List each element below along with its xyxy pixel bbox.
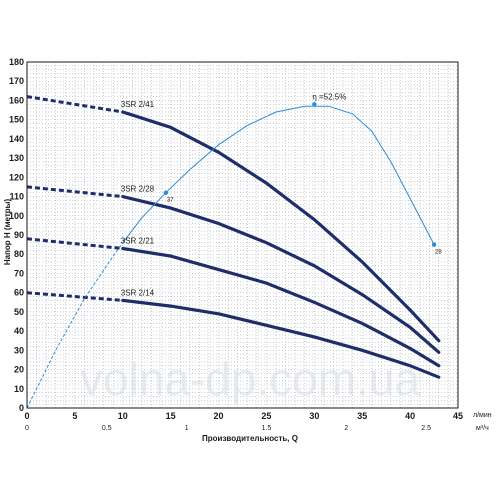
plot-frame	[26, 61, 459, 409]
y-tick-label: 120	[9, 172, 24, 182]
y-tick-label: 140	[9, 134, 24, 144]
watermark-layer: volna-dp.com.ua	[80, 353, 420, 405]
y-tick-label: 130	[9, 153, 24, 163]
x-tick-label: 45	[453, 411, 463, 421]
x-tick-label: 10	[118, 411, 128, 421]
x2-tick-label: 2	[344, 425, 348, 432]
y-tick-label: 80	[14, 249, 24, 259]
efficiency-point	[312, 102, 317, 107]
series-line	[121, 246, 441, 368]
curves-layer	[26, 95, 441, 379]
series-label: 3SR 2/28	[121, 185, 155, 194]
y-tick-label: 110	[9, 192, 24, 202]
x-tick-label: 35	[357, 411, 367, 421]
y-tick-label: 20	[14, 365, 24, 375]
x-tick-label: 25	[261, 411, 271, 421]
x2-tick-label: 0	[25, 425, 29, 432]
watermark-text: volna-dp.com.ua	[80, 353, 420, 405]
efficiency-layer	[26, 102, 437, 409]
y-tick-label: 70	[14, 268, 24, 278]
efficiency-dashed-line	[26, 242, 124, 409]
series-dashed-line	[26, 291, 123, 302]
y-tick-label: 50	[14, 307, 24, 317]
x-tick-label: 40	[405, 411, 415, 421]
efficiency-point-label: 37	[167, 198, 174, 204]
y-tick-label: 60	[14, 288, 24, 298]
y-tick-label: 150	[9, 115, 24, 125]
x2-unit-label: м³/ч	[476, 425, 489, 432]
series-label: 3SR 2/21	[121, 236, 155, 245]
series-line	[121, 195, 441, 354]
series-label: 3SR 2/41	[121, 100, 155, 109]
x2-tick-label: 0.5	[102, 425, 112, 432]
x-axis-title: Производительность, Q	[202, 434, 298, 443]
y-tick-label: 0	[19, 403, 24, 413]
y-tick-label: 160	[9, 95, 24, 105]
axes-layer: 0102030405060708090100110120130140150160…	[9, 57, 463, 432]
y-tick-label: 10	[14, 384, 24, 394]
x-unit-label: л/мин	[473, 412, 492, 419]
x2-tick-label: 2.5	[421, 425, 431, 432]
series-label: 3SR 2/14	[121, 288, 155, 297]
y-tick-label: 100	[9, 211, 24, 221]
efficiency-point	[431, 242, 437, 247]
x-tick-label: 15	[166, 411, 176, 421]
x-tick-label: 20	[214, 411, 224, 421]
labels-layer: 3SR 2/41 3SR 2/28 3SR 2/21 3SR 2/14 37 η =52.…	[121, 92, 443, 297]
x2-tick-label: 1	[185, 425, 189, 432]
series-dashed-line	[26, 237, 123, 250]
y-tick-label: 30	[14, 345, 24, 355]
series-line	[121, 110, 441, 343]
y-tick-label: 170	[9, 76, 24, 86]
y-tick-label: 40	[14, 326, 24, 336]
y-tick-label: 180	[9, 57, 24, 67]
x-tick-label: 5	[72, 411, 77, 421]
y-axis-title: Напор Н (метры)	[3, 199, 12, 266]
x-tick-label: 30	[309, 411, 319, 421]
y-tick-label: 90	[14, 230, 24, 240]
efficiency-point	[163, 190, 169, 195]
x-tick-label: 0	[24, 411, 29, 421]
efficiency-point-label: η =52.5%	[312, 92, 346, 101]
efficiency-point-label: 28	[435, 250, 442, 256]
x2-tick-label: 1.5	[262, 425, 272, 432]
series-dashed-line	[26, 95, 124, 114]
series-dashed-line	[26, 185, 123, 199]
series-line	[121, 298, 441, 379]
efficiency-line	[122, 105, 435, 245]
